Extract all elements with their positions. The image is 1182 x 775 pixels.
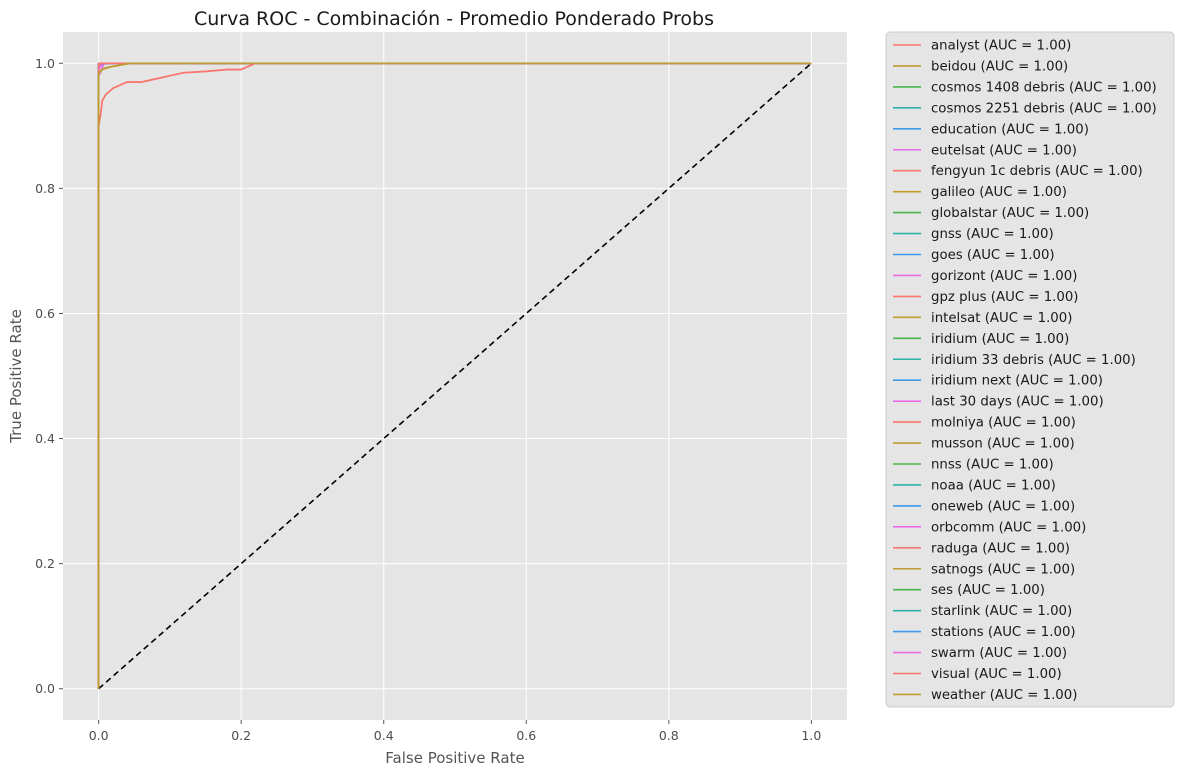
- y-tick-label: 1.0: [35, 56, 55, 71]
- y-tick-label: 0.2: [35, 556, 55, 571]
- legend-entry-label: nnss (AUC = 1.00): [931, 458, 1054, 473]
- x-tick-label: 0.2: [231, 728, 251, 743]
- y-tick-label: 0.6: [35, 306, 55, 321]
- legend-entry-label: cosmos 2251 debris (AUC = 1.00): [931, 101, 1157, 116]
- legend: analyst (AUC = 1.00) beidou (AUC = 1.00) c…: [885, 31, 1175, 708]
- legend-entry-label: fengyun 1c debris (AUC = 1.00): [931, 164, 1143, 179]
- x-axis-label: False Positive Rate: [385, 749, 524, 767]
- legend-entry-label: cosmos 1408 debris (AUC = 1.00): [931, 80, 1157, 95]
- legend-entry-label: education (AUC = 1.00): [931, 122, 1089, 137]
- y-axis-ticks: 0.0 0.2 0.4 0.6 0.8 1.0: [35, 56, 63, 696]
- legend-entry-label: ses (AUC = 1.00): [931, 583, 1045, 598]
- chart-title: Curva ROC - Combinación - Promedio Ponde…: [194, 8, 714, 30]
- legend-entry-label: beidou (AUC = 1.00): [931, 59, 1068, 74]
- legend-entry-label: globalstar (AUC = 1.00): [931, 206, 1089, 221]
- legend-entry-label: intelsat (AUC = 1.00): [931, 311, 1072, 326]
- legend-entry-label: raduga (AUC = 1.00): [931, 541, 1070, 556]
- legend-entry-label: molniya (AUC = 1.00): [931, 416, 1076, 431]
- legend-entry-label: gnss (AUC = 1.00): [931, 227, 1054, 242]
- x-tick-label: 0.4: [374, 728, 394, 743]
- legend-entry-label: gpz plus (AUC = 1.00): [931, 290, 1079, 305]
- legend-entry-label: galileo (AUC = 1.00): [931, 185, 1067, 200]
- x-tick-label: 0.8: [659, 728, 679, 743]
- legend-box: [885, 31, 1175, 708]
- legend-entry-label: swarm (AUC = 1.00): [931, 646, 1067, 661]
- x-tick-label: 1.0: [801, 728, 821, 743]
- x-tick-label: 0.6: [516, 728, 536, 743]
- legend-entry-label: noaa (AUC = 1.00): [931, 478, 1056, 493]
- roc-curve-series-overlay: [97, 62, 812, 689]
- legend-entry-label: weather (AUC = 1.00): [931, 688, 1077, 703]
- legend-entry-label: oneweb (AUC = 1.00): [931, 499, 1075, 514]
- legend-entry-label: goes (AUC = 1.00): [931, 248, 1055, 263]
- legend-entry-label: analyst (AUC = 1.00): [931, 39, 1071, 54]
- y-tick-label: 0.8: [35, 181, 55, 196]
- series-lines: [97, 62, 812, 690]
- roc-curve-series-overlay: [97, 62, 812, 689]
- legend-entry-label: iridium (AUC = 1.00): [931, 332, 1069, 347]
- y-axis-label: True Positive Rate: [7, 309, 25, 444]
- legend-entry-label: orbcomm (AUC = 1.00): [931, 520, 1086, 535]
- legend-entry-label: starlink (AUC = 1.00): [931, 604, 1072, 619]
- legend-entry-label: eutelsat (AUC = 1.00): [931, 143, 1077, 158]
- y-tick-label: 0.4: [35, 431, 55, 446]
- legend-entry-label: stations (AUC = 1.00): [931, 625, 1076, 640]
- legend-entry-label: satnogs (AUC = 1.00): [931, 562, 1075, 577]
- legend-entry-label: last 30 days (AUC = 1.00): [931, 395, 1104, 410]
- legend-entry-label: musson (AUC = 1.00): [931, 437, 1075, 452]
- legend-entry-label: iridium 33 debris (AUC = 1.00): [931, 353, 1136, 368]
- legend-entry-label: visual (AUC = 1.00): [931, 667, 1062, 682]
- x-tick-label: 0.0: [89, 728, 109, 743]
- y-tick-label: 0.0: [35, 681, 55, 696]
- x-axis-ticks: 0.0 0.2 0.4 0.6 0.8 1.0: [89, 720, 821, 743]
- legend-entry-label: iridium next (AUC = 1.00): [931, 374, 1103, 389]
- legend-entry-label: gorizont (AUC = 1.00): [931, 269, 1077, 284]
- grid-lines: [63, 32, 847, 720]
- chance-diagonal-line: [98, 62, 812, 690]
